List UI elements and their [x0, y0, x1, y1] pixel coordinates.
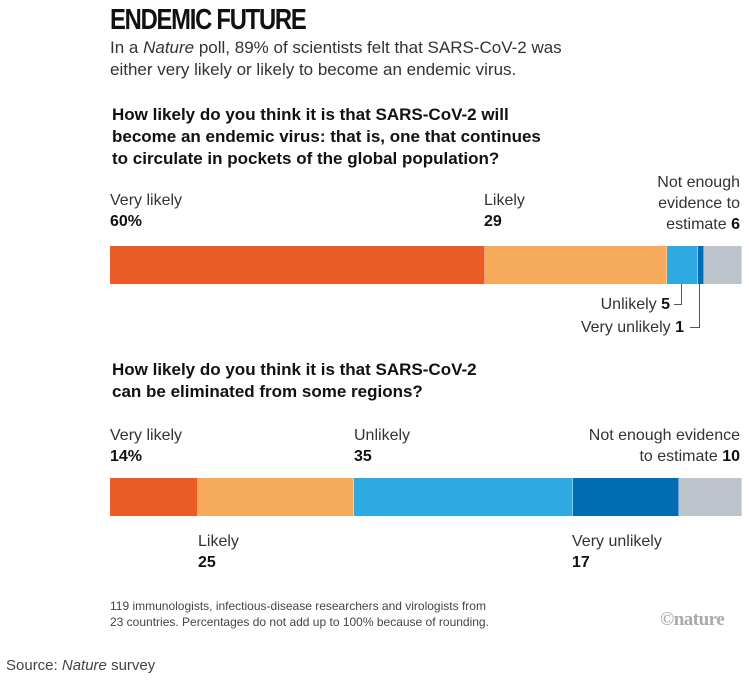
footnote: 119 immunologists, infectious-disease re… — [110, 599, 489, 629]
label-very-unlikely-1: Very unlikely 1 — [580, 319, 684, 336]
subtitle-line-2: either very likely or likely to become a… — [110, 60, 517, 79]
label-likely-2: Likely 25 — [198, 533, 239, 571]
bar-segment-very-unlikely — [698, 246, 705, 284]
bar-segment-unlikely — [354, 478, 574, 516]
label-very-likely-2: Very likely 14% — [110, 427, 183, 465]
label-not-enough-2: Not enough evidence to estimate 10 — [588, 427, 740, 465]
stacked-bar-2 — [110, 478, 742, 516]
leader-very-unlikely-1 — [699, 284, 700, 327]
label-likely-1: Likely 29 — [484, 192, 525, 230]
bar-segment-likely — [197, 478, 355, 516]
label-not-enough-1: Not enough evidence to estimate 6 — [657, 174, 740, 233]
bar-segment-very-unlikely — [573, 478, 680, 516]
source-line: Source: Nature survey — [6, 657, 156, 674]
bar-segment-very-likely — [110, 246, 486, 284]
label-very-unlikely-2: Very unlikely 17 — [572, 533, 662, 571]
bar-segment-unlikely — [666, 246, 699, 284]
bar-segment-not-enough-evidence-to-estimate — [679, 478, 742, 516]
label-unlikely-1: Unlikely 5 — [600, 296, 670, 313]
question-1: How likely do you think it is that SARS-… — [112, 105, 541, 168]
chart-title: ENDEMIC FUTURE — [110, 4, 307, 36]
bar-segment-likely — [485, 246, 667, 284]
question-2: How likely do you think it is that SARS-… — [112, 360, 477, 401]
subtitle-line-1: In a Nature poll, 89% of scientists felt… — [110, 38, 562, 57]
leader-very-unlikely-1-h — [690, 327, 700, 328]
leader-unlikely-1-h — [674, 304, 682, 305]
bar-segment-very-likely — [110, 478, 198, 516]
nature-logo: ©nature — [660, 609, 725, 630]
stacked-bar-1 — [110, 246, 742, 284]
label-very-likely-1: Very likely 60% — [110, 192, 183, 230]
label-unlikely-2: Unlikely 35 — [354, 427, 411, 465]
leader-unlikely-1 — [681, 284, 682, 304]
bar-segment-not-enough-evidence-to-estimate — [704, 246, 742, 284]
